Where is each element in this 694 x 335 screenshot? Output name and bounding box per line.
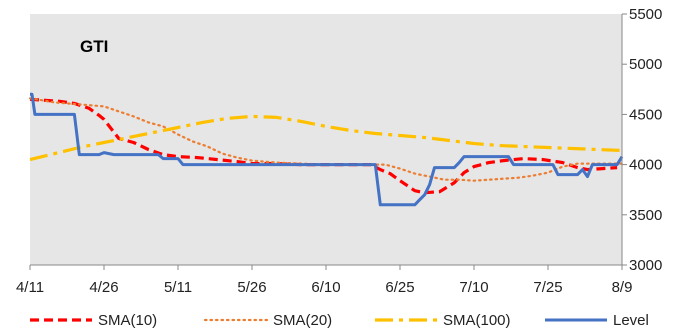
x-tick-label: 8/9 <box>612 279 633 296</box>
y-tick-label: 5500 <box>629 6 662 23</box>
y-tick-label: 3000 <box>629 257 662 274</box>
y-tick-label: 4000 <box>629 157 662 174</box>
x-tick-label: 5/11 <box>164 279 192 296</box>
x-tick-label: 6/25 <box>385 279 414 296</box>
series-layer <box>28 92 624 207</box>
y-tick-label: 3500 <box>629 207 662 224</box>
x-tick-layer: 4/11 4/26 5/11 5/26 6/10 6/25 7/10 7/25 8/9 <box>16 265 632 296</box>
x-tick-label: 4/26 <box>89 279 118 296</box>
y-tick-label: 5000 <box>629 56 662 73</box>
legend-label-sma-10: SMA(10) <box>98 312 157 329</box>
chart-title: GTI <box>80 37 108 56</box>
x-tick-label: 7/25 <box>533 279 562 296</box>
legend-label-level: Level <box>613 312 649 329</box>
y-tick-label: 4500 <box>629 106 662 123</box>
legend-label-sma-100: SMA(100) <box>443 312 511 329</box>
y-tick-layer: 3000 3500 4000 4500 5000 5500 <box>622 6 662 274</box>
x-tick-label: 5/26 <box>237 279 266 296</box>
series-line-level <box>30 92 624 207</box>
legend-label-sma-20: SMA(20) <box>273 312 332 329</box>
plot-area-background <box>30 14 622 265</box>
x-tick-label: 6/10 <box>311 279 340 296</box>
legend: SMA(10) SMA(20) SMA(100) Level <box>30 312 649 329</box>
x-tick-label: 4/11 <box>16 279 44 296</box>
x-tick-label: 7/10 <box>459 279 488 296</box>
